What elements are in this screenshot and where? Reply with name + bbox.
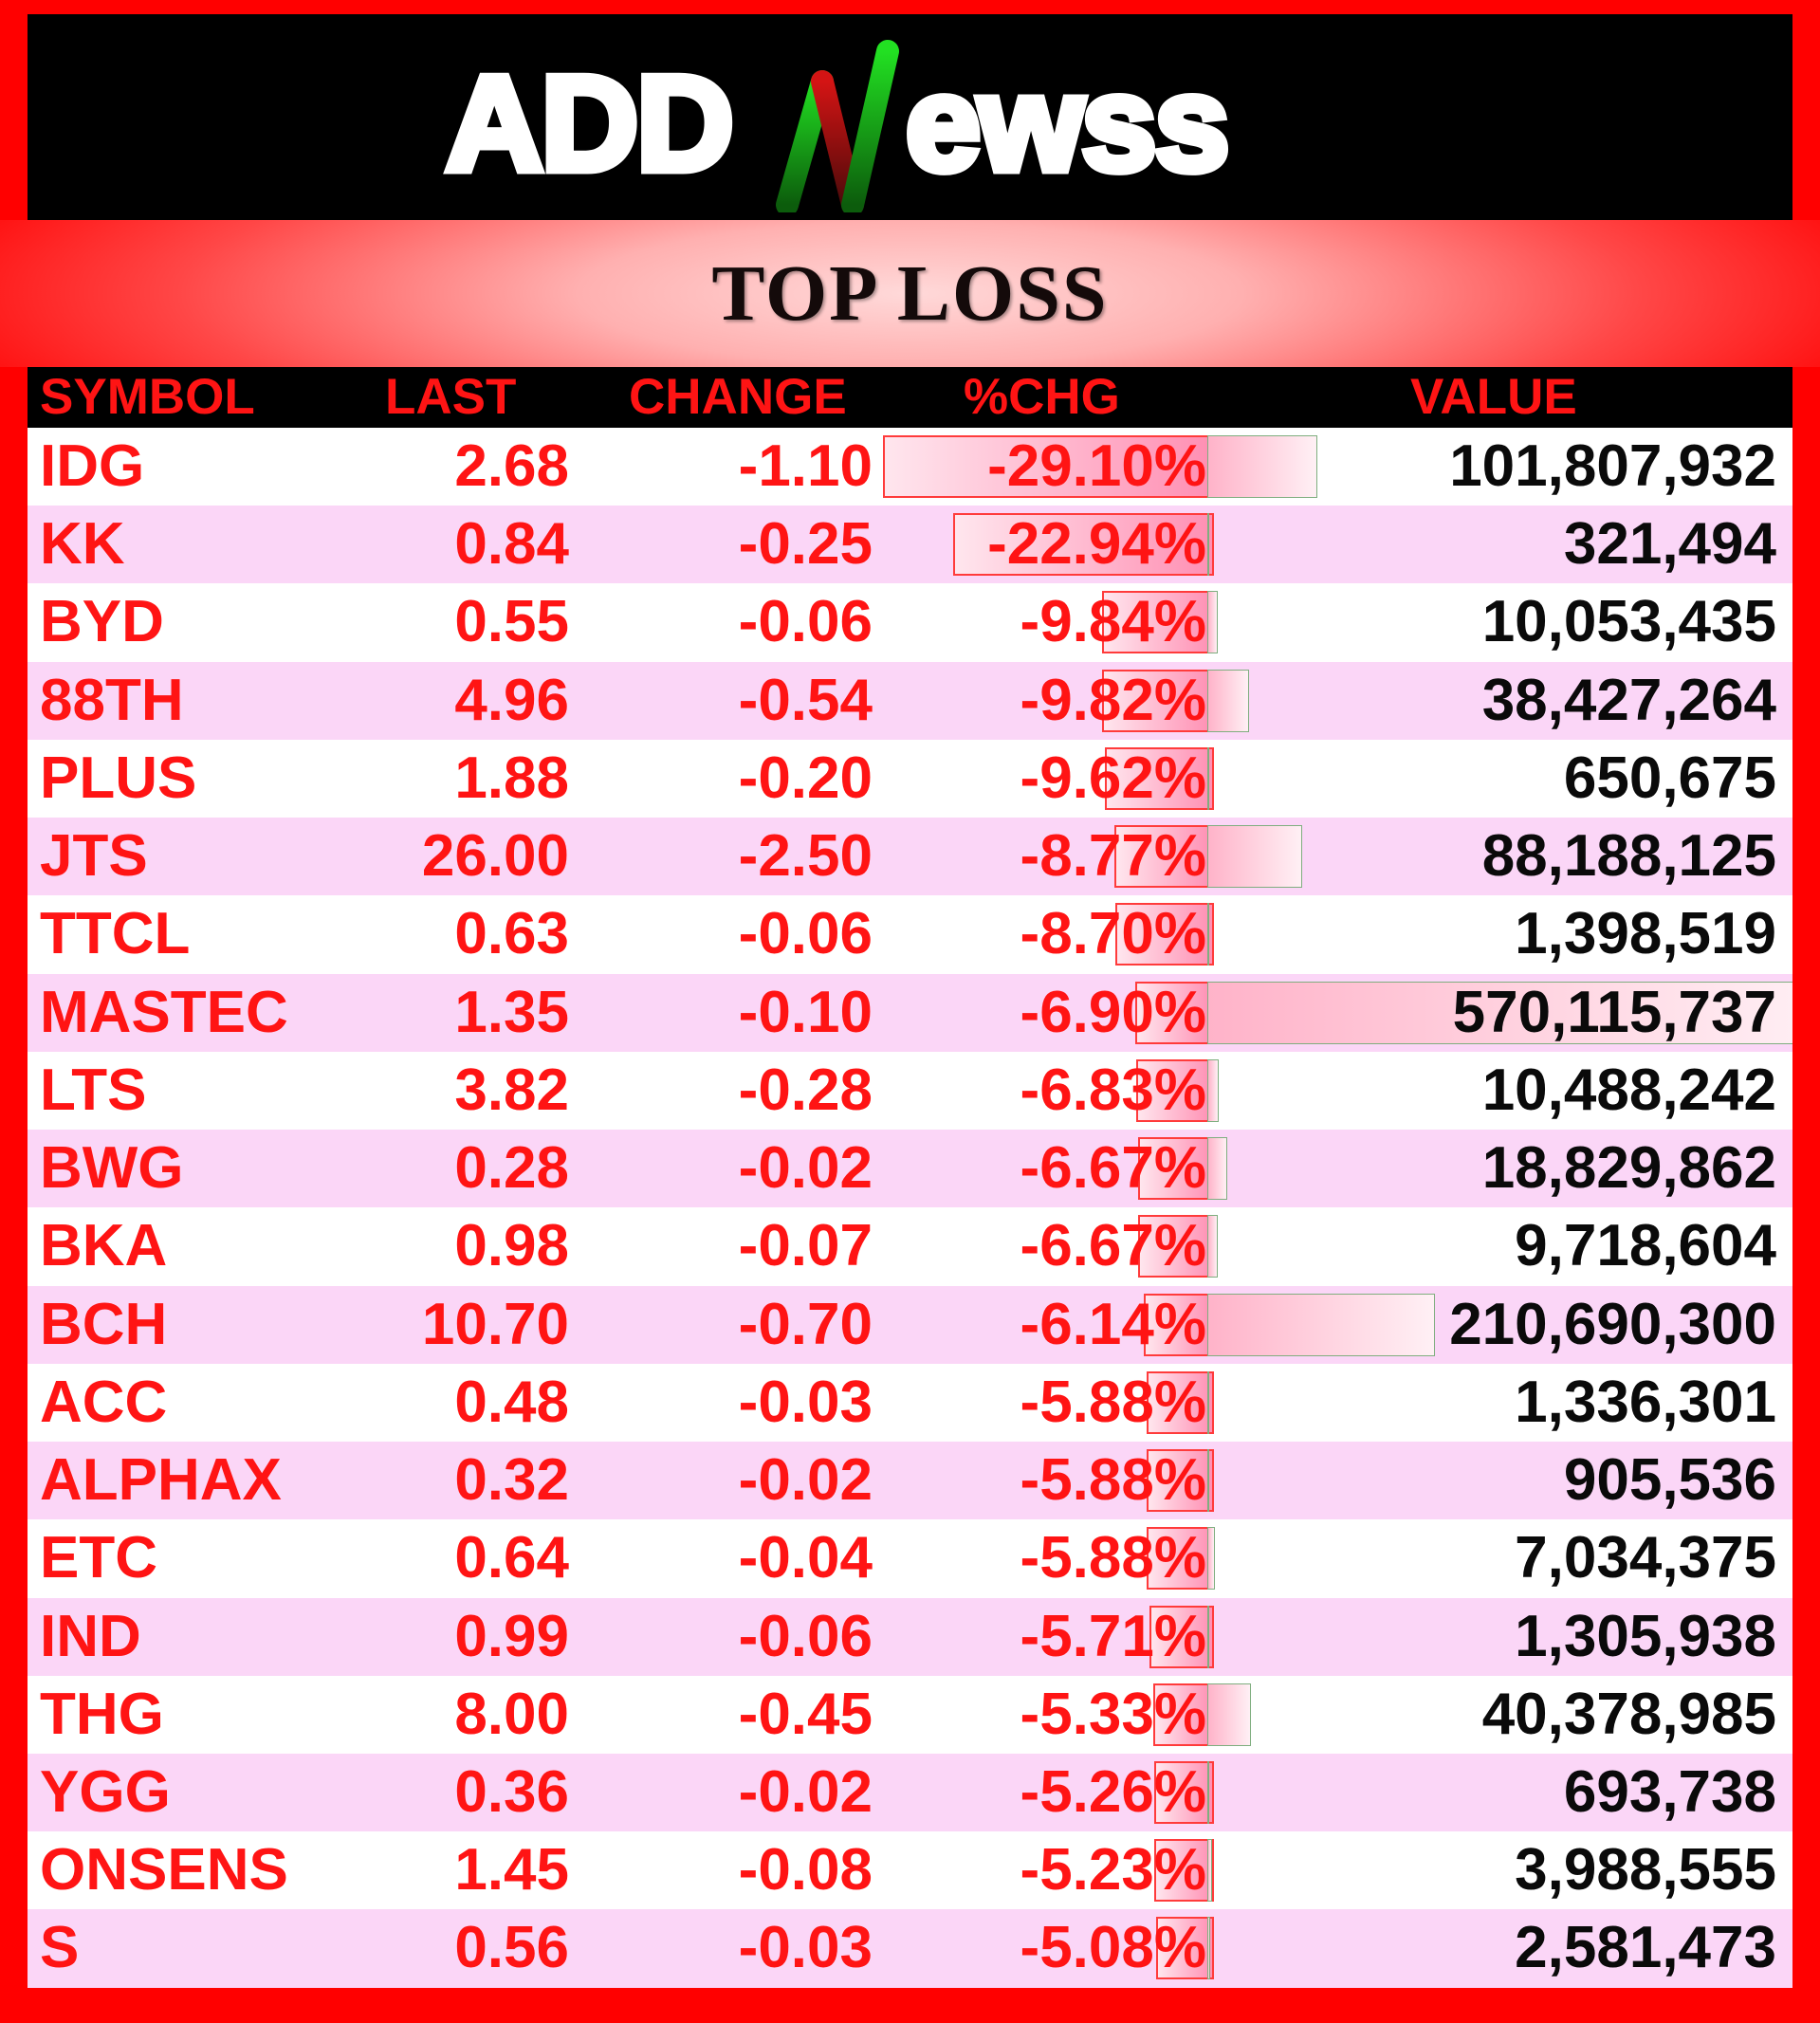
svg-text:ewss: ewss	[906, 48, 1227, 199]
svg-text:ADD: ADD	[446, 48, 732, 199]
